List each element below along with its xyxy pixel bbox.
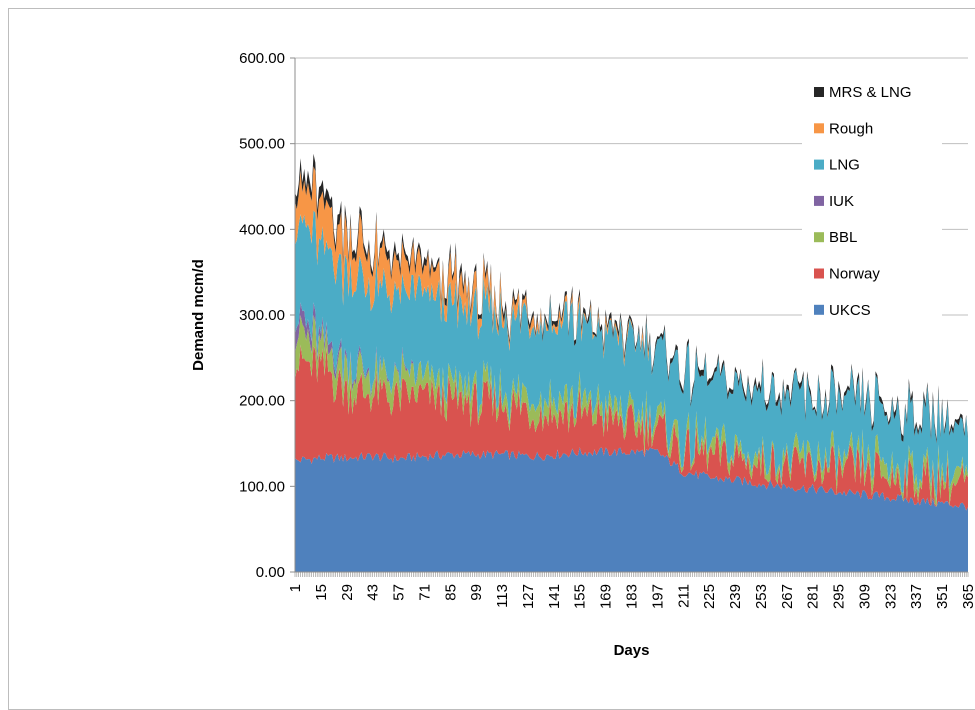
stacked-area-chart: 0.00 100.00 200.00 300.00 400.00 500.00 600.00… [190,50,975,659]
legend-swatch [814,304,824,315]
x-tick-label: 71 [416,584,433,601]
area-bbl [295,314,968,507]
y-tick-label: 300.00 [239,307,285,324]
x-tick-label: 323 [882,584,899,609]
legend-label: IUK [829,193,854,210]
y-tick-label: 400.00 [239,221,285,238]
x-tick-label: 57 [391,584,408,601]
x-tick-label: 351 [934,584,951,609]
y-tick-label: 600.00 [239,50,285,67]
axes [290,57,969,577]
x-tick-label: 169 [598,584,615,609]
x-tick-label: 141 [546,584,563,609]
x-tick-label: 99 [468,584,485,601]
x-tick-labels: 1 15 29 43 57 71 85 99 113 127 141 155 169 183 197 211 2… [287,584,975,609]
legend-swatch [814,232,824,243]
legend-label: LNG [829,157,860,174]
x-tick-label: 113 [494,584,511,608]
legend-swatch [814,123,824,134]
legend-label: MRS & LNG [829,84,912,101]
y-tick-label: 0.00 [256,564,285,581]
area-norway [295,344,968,511]
legend-swatch [814,87,824,97]
x-tick-label: 29 [339,584,356,601]
area-lng [295,210,968,502]
series-areas [295,153,968,572]
x-tick-label: 337 [908,584,925,609]
y-tick-label: 500.00 [239,136,285,153]
y-axis-title: Demand mcm/d [190,259,207,371]
x-tick-label: 211 [675,584,692,608]
x-tick-label: 127 [520,584,537,609]
area-ukcs [295,447,968,572]
legend-label: Norway [829,266,880,283]
x-tick-label: 309 [856,584,873,609]
x-tick-label: 183 [624,584,641,609]
x-tick-label: 239 [727,584,744,609]
x-tick-label: 365 [960,584,975,609]
x-tick-label: 85 [442,584,459,601]
legend-swatch [814,159,824,170]
legend-swatch [814,268,824,279]
x-tick-label: 281 [805,584,822,609]
x-tick-label: 155 [572,584,589,609]
x-tick-label: 1 [287,584,304,592]
legend-background [802,76,942,316]
x-tick-label: 197 [649,584,666,609]
x-tick-label: 253 [753,584,770,609]
x-tick-label: 267 [779,584,796,609]
y-tick-labels: 0.00 100.00 200.00 300.00 400.00 500.00 600.00 [239,50,285,581]
x-tick-label: 15 [313,584,330,601]
x-tick-label: 225 [701,584,718,609]
y-tick-label: 200.00 [239,393,285,410]
legend-label: BBL [829,229,857,246]
x-axis-title: Days [614,642,650,659]
x-tick-label: 43 [365,584,382,601]
x-tick-label: 295 [831,584,848,609]
y-tick-label: 100.00 [239,478,285,495]
legend-label: Rough [829,120,873,137]
legend-label: UKCS [829,302,871,319]
legend: MRS & LNG Rough LNG IUK BBL Norway UKCS [802,76,942,319]
legend-swatch [814,195,824,206]
